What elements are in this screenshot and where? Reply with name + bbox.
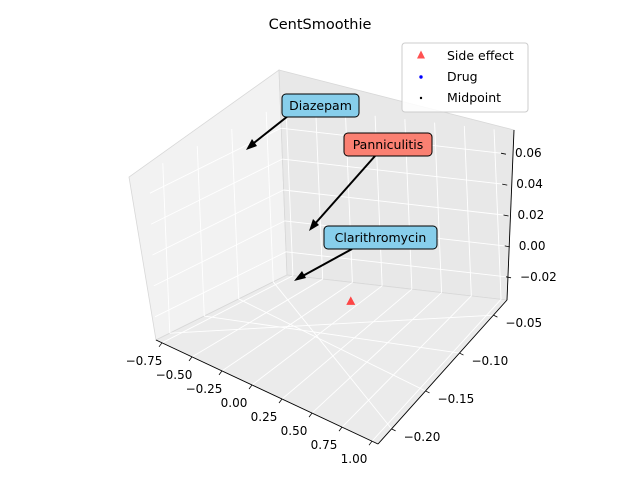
floor-grid-x [311, 292, 442, 414]
axis-ticks: −0.75−0.50−0.250.000.250.500.751.00−0.05… [126, 146, 557, 466]
floor-grid-x [161, 275, 294, 344]
chart-title: CentSmoothie [269, 17, 372, 33]
side-grid-z [152, 189, 284, 256]
legend-frame [401, 42, 529, 113]
annotations: Diazepam Panniculitis Clarithromycin [246, 93, 438, 281]
x-tick [308, 412, 313, 418]
side-grid-z [153, 220, 285, 287]
legend: Side effect Drug Midpoint [401, 42, 529, 113]
legend-label-side-effect: Side effect [447, 48, 514, 63]
x-tick-label: 1.00 [341, 452, 368, 466]
data-points [346, 296, 356, 305]
legend-label-midpoint: Midpoint [447, 90, 501, 105]
diazepam-label-box [281, 93, 360, 118]
z-tick [504, 245, 510, 248]
back-grid-z [283, 189, 504, 216]
z-tick-label: 0.06 [515, 146, 542, 160]
floor-grid-x [191, 278, 323, 358]
grid-lines [149, 105, 507, 442]
side-effect-point [346, 296, 356, 305]
clarithromycin-label-box [323, 225, 438, 250]
axes-panes [128, 69, 515, 445]
side-grid-z [151, 158, 283, 225]
legend-marker-drug [419, 75, 423, 79]
diazepam-arrowhead [246, 139, 257, 150]
clarithromycin-arrowhead [294, 271, 306, 281]
z-tick [503, 214, 509, 217]
y-axis-line [377, 299, 508, 445]
side-grid-z [154, 251, 287, 318]
panniculitis-arrowhead [309, 219, 319, 231]
z-tick-label: 0.00 [519, 239, 546, 253]
x-tick [188, 356, 193, 362]
floor-grid-y [169, 314, 494, 334]
legend-marker-midpoint [419, 96, 423, 100]
clarithromycin-label: Clarithromycin [335, 230, 427, 245]
back-grid-z [285, 251, 507, 278]
back-grid-z [282, 158, 503, 185]
x-tick-label: 0.50 [281, 424, 308, 438]
floor-grid-x [371, 299, 502, 442]
y-tick-label: −0.15 [438, 392, 475, 406]
x-tick-label: −0.50 [156, 368, 193, 382]
floor-grid-y [272, 281, 392, 430]
y-tick [493, 314, 498, 318]
axis-lines [155, 129, 515, 445]
y-tick [391, 428, 396, 432]
x-tick-label: 0.00 [221, 396, 248, 410]
x-tick [278, 398, 283, 404]
diazepam-arrow [249, 115, 289, 147]
z-tick [505, 276, 512, 279]
z-tick-label: 0.02 [518, 208, 545, 222]
x-tick [248, 384, 253, 390]
x-tick [368, 440, 373, 446]
x-tick [218, 370, 223, 376]
diazepam-label: Diazepam [289, 98, 352, 113]
y-tick [459, 352, 464, 356]
clarithromycin-arrow [298, 248, 353, 279]
x-tick-label: 0.25 [251, 410, 278, 424]
y-tick [425, 390, 430, 394]
floor-grid-y [238, 298, 426, 392]
x-axis-line [155, 339, 379, 445]
floor-grid-x [281, 288, 413, 400]
x-tick-label: −0.75 [126, 354, 163, 368]
floor-grid-x [251, 285, 383, 386]
panniculitis-label-box [343, 132, 433, 157]
z-tick [502, 183, 508, 186]
z-axis-line [506, 129, 515, 301]
z-tick-label: 0.04 [516, 177, 543, 191]
x-tick [338, 426, 343, 432]
x-tick-label: 0.75 [311, 438, 338, 452]
floor-grid-y [204, 315, 460, 354]
y-tick-label: −0.05 [505, 316, 542, 330]
legend-label-drug: Drug [447, 69, 478, 84]
panniculitis-arrow [312, 155, 376, 227]
panniculitis-label: Panniculitis [353, 137, 424, 152]
x-tick-label: −0.25 [186, 382, 223, 396]
y-tick-label: −0.20 [404, 430, 441, 444]
z-tick-label: −0.02 [520, 270, 557, 284]
x-tick [158, 342, 163, 348]
legend-marker-side-effect [417, 50, 425, 59]
z-tick [500, 152, 507, 155]
y-tick-label: −0.10 [471, 354, 508, 368]
